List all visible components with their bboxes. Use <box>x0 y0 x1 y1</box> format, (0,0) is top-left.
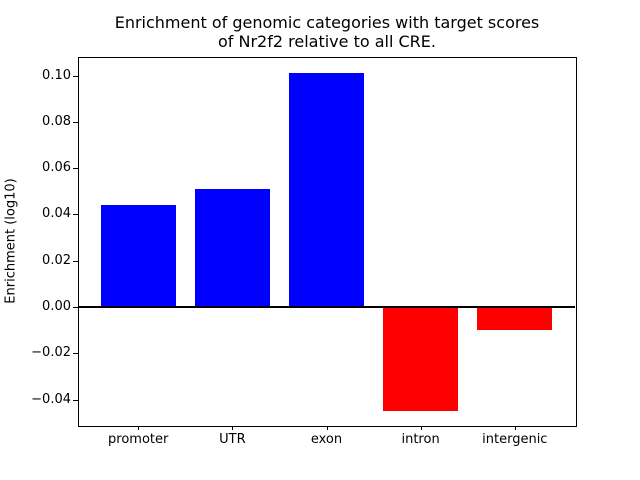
x-tick-label-promoter: promoter <box>108 432 169 447</box>
y-tick-mark <box>73 121 78 123</box>
y-tick-label: 0.10 <box>42 67 71 83</box>
x-tick-label-UTR: UTR <box>219 432 246 447</box>
y-axis-label-text: Enrichment (log10) <box>3 178 19 304</box>
bar-UTR <box>194 188 270 307</box>
x-tick-mark <box>514 426 516 430</box>
x-tick-label-intergenic: intergenic <box>482 432 548 447</box>
bar-intergenic <box>477 307 553 331</box>
x-tick-mark <box>420 426 422 430</box>
y-tick-label: 0.08 <box>42 113 71 129</box>
y-tick-label: −0.02 <box>31 345 71 361</box>
plot-area <box>78 57 575 425</box>
bar-exon <box>288 73 365 307</box>
y-tick-label: −0.04 <box>31 391 71 407</box>
x-tick-mark <box>326 426 328 430</box>
x-tick-label-intron: intron <box>401 432 440 447</box>
bar-promoter <box>100 205 176 307</box>
zero-line <box>78 306 575 308</box>
y-tick-mark <box>73 307 78 308</box>
x-tick-mark <box>232 426 234 430</box>
y-tick-mark <box>73 75 78 77</box>
y-tick-mark <box>73 399 78 401</box>
y-tick-label: 0.06 <box>42 160 71 176</box>
y-tick-mark <box>73 168 78 170</box>
bar-intron <box>383 307 459 412</box>
x-tick-label-exon: exon <box>310 432 343 447</box>
y-tick-mark <box>73 353 78 355</box>
y-tick-mark <box>73 214 78 216</box>
y-tick-label: 0.00 <box>42 299 71 314</box>
x-tick-mark <box>138 426 140 430</box>
chart-title: Enrichment of genomic categories with ta… <box>114 13 540 51</box>
y-tick-label: 0.02 <box>42 252 71 268</box>
y-tick-mark <box>73 260 78 262</box>
y-tick-label: 0.04 <box>42 206 71 222</box>
